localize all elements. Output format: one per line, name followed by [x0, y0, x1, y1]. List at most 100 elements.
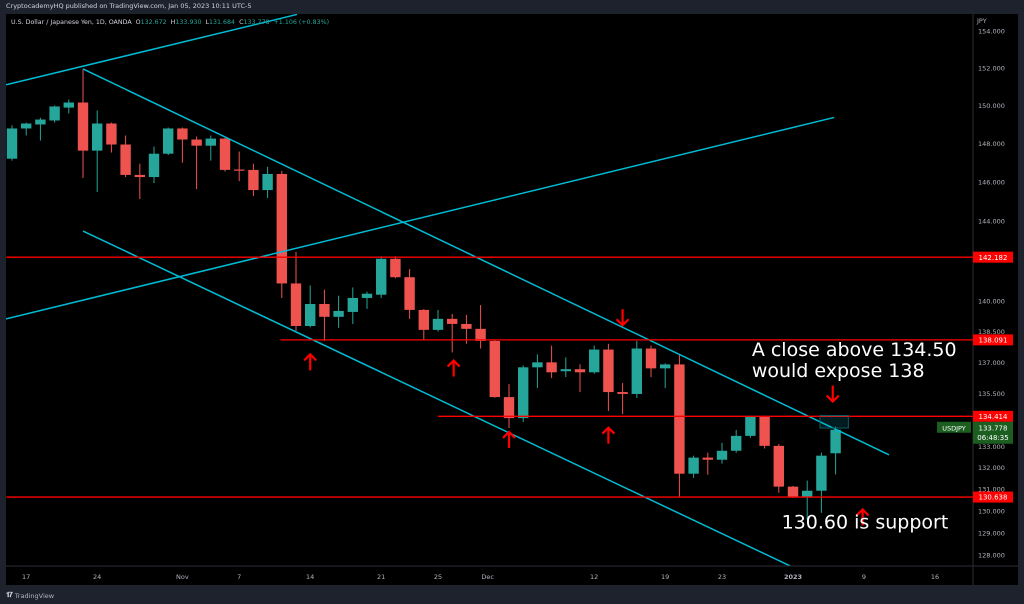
candle-body: [163, 128, 174, 154]
candle-body: [219, 138, 231, 170]
annotation-text: would expose 138: [752, 360, 925, 382]
candle-bullish: [745, 415, 756, 438]
candle-bullish: [63, 99, 74, 114]
candle-bearish: [191, 136, 202, 190]
arrow-head: [303, 352, 317, 362]
candle-body: [418, 309, 429, 330]
candle-body: [745, 415, 756, 436]
candle-bullish: [432, 309, 444, 332]
candle-bullish: [731, 429, 742, 453]
channel-upper-line: [82, 68, 890, 456]
annotation-text: A close above 134.50: [752, 339, 957, 361]
last-price-label: 133.778: [979, 424, 1008, 432]
price-tick-label: 146.000: [978, 179, 1005, 187]
date-tick-label: 14: [306, 573, 314, 581]
date-tick-label: 12: [590, 573, 598, 581]
level-price-label: 134.414: [979, 413, 1008, 421]
price-tick-label: 135.500: [978, 390, 1005, 398]
footer-brand: 𝟏𝟕 TradingView: [6, 591, 54, 600]
candle-body: [361, 293, 373, 298]
candle-body: [404, 277, 415, 310]
candle-bearish: [319, 289, 330, 341]
level-price-tag: [973, 410, 1013, 422]
chart-panel[interactable]: [6, 14, 1018, 585]
level-price-tag: [973, 251, 1013, 263]
publisher-caption: CryptocademyHQ published on TradingView.…: [6, 2, 252, 10]
price-tick-label: 130.000: [978, 507, 1005, 515]
candle-bearish: [773, 444, 784, 493]
candle-bullish: [518, 365, 529, 423]
date-tick-label: 2023: [784, 573, 802, 581]
open-label: O: [135, 19, 141, 26]
candle-bullish: [6, 125, 18, 161]
price-tick-label: 133.000: [978, 443, 1005, 451]
candle-bullish: [589, 345, 600, 374]
candle-bullish: [376, 256, 387, 298]
candle-body: [546, 362, 557, 373]
arrow-head: [615, 318, 630, 327]
candle-body: [589, 349, 600, 373]
candle-body: [617, 392, 628, 394]
candle-bearish: [546, 345, 557, 379]
candle-body: [248, 169, 259, 191]
candle-bullish: [560, 357, 571, 378]
price-tick-label: 154.000: [978, 27, 1005, 35]
last-price-tag: [973, 421, 1013, 444]
candle-bearish: [461, 314, 472, 344]
candle-body: [432, 318, 444, 330]
candle-body: [503, 397, 515, 419]
price-tick-label: 148.000: [978, 140, 1005, 148]
arrow-up-icon: [303, 352, 317, 371]
candle-bearish: [418, 309, 429, 340]
candle-body: [234, 169, 245, 171]
candle-bullish: [92, 110, 103, 193]
arrow-head: [502, 430, 516, 439]
arrow-head: [446, 359, 461, 368]
symbol-legend: U.S. Dollar / Japanese Yen, 1D, OANDA O1…: [11, 19, 329, 26]
symbol-tag: [937, 421, 971, 433]
level-price-label: 138.091: [979, 336, 1008, 344]
arrow-head: [601, 426, 616, 435]
level-price-label: 142.182: [979, 254, 1008, 262]
candle-bullish: [631, 340, 642, 398]
level-price-tag: [973, 491, 1013, 503]
bar-countdown-label: 06:48:35: [977, 434, 1008, 442]
candle-body: [631, 348, 642, 394]
candle-body: [347, 297, 358, 312]
arrow-head: [855, 507, 870, 517]
candle-body: [759, 415, 770, 446]
candle-bearish: [475, 305, 486, 349]
date-tick-label: Nov: [176, 573, 189, 581]
candle-bearish: [489, 339, 500, 398]
candle-body: [21, 123, 32, 129]
candle-bearish: [77, 68, 89, 179]
candle-body: [120, 144, 131, 175]
candle-bearish: [248, 163, 259, 197]
date-tick-label: 21: [377, 573, 385, 581]
candle-bearish: [787, 485, 799, 498]
arrow-down-icon: [615, 309, 630, 327]
date-tick-label: 19: [661, 573, 669, 581]
currency-label: JPY: [976, 17, 987, 25]
candle-body: [205, 138, 216, 146]
candle-body: [177, 128, 188, 140]
candle-bullish: [163, 127, 174, 156]
candle-body: [447, 318, 458, 324]
low-label: L: [205, 19, 209, 26]
candle-body: [716, 450, 728, 460]
high-value: 133.930: [175, 19, 202, 26]
tradingview-logo: 𝟏𝟕: [6, 591, 13, 599]
upper-rising-line: [6, 14, 298, 86]
candle-body: [6, 128, 18, 159]
candle-bullish: [305, 285, 316, 328]
candle-bearish: [234, 151, 245, 182]
brand-name: TradingView: [14, 591, 55, 600]
candle-body: [560, 369, 571, 372]
candle-bullish: [716, 442, 728, 464]
candle-bearish: [276, 170, 287, 298]
candle-bearish: [177, 127, 188, 163]
candle-bullish: [205, 135, 216, 161]
price-tick-label: 150.000: [978, 102, 1005, 110]
candle-body: [787, 486, 799, 497]
